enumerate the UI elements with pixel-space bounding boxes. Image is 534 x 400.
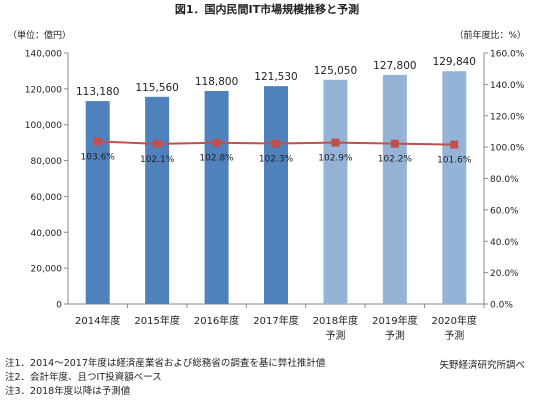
growth-rate-marker <box>153 139 162 148</box>
chart-title: 図1．国内民間IT市場規模推移と予測 <box>175 2 359 16</box>
y-right-tick-label: 60.0% <box>490 206 519 216</box>
bar-2 <box>145 96 170 304</box>
bar-value-label: 118,800 <box>195 76 238 88</box>
x-tick-label: 2018年度 <box>313 314 358 327</box>
growth-rate-label: 101.6% <box>437 156 472 166</box>
y-axis-right-label: （前年度比：%） <box>454 29 526 41</box>
bar-value-label: 115,560 <box>135 82 178 94</box>
bar-value-label: 125,050 <box>314 65 357 77</box>
y-right-tick-label: 80.0% <box>490 175 519 185</box>
growth-rate-label: 102.3% <box>259 155 294 165</box>
y-right-tick-label: 140.0% <box>490 81 525 91</box>
y-left-tick-label: 60,000 <box>31 193 63 203</box>
x-tick-label: 2016年度 <box>194 314 239 327</box>
y-left-tick-label: 20,000 <box>31 265 63 275</box>
bar-value-label: 113,180 <box>76 86 119 98</box>
note-1: 注1．2014～2017年度は経済産業省および総務省の調査を基に弊社推計値 <box>5 358 326 369</box>
y-left-tick-label: 40,000 <box>31 229 63 239</box>
growth-rate-marker <box>390 139 399 148</box>
x-tick-sublabel: 予測 <box>385 329 405 342</box>
x-tick-label: 2019年度 <box>372 314 417 327</box>
growth-rate-label: 102.8% <box>199 154 234 164</box>
chart: 図1．国内民間IT市場規模推移と予測 （単位：億円） （前年度比：%） 0 20,… <box>8 2 526 343</box>
x-tick-label: 2015年度 <box>134 314 179 327</box>
growth-rate-marker <box>331 138 340 147</box>
note-2: 注2．会計年度、且つIT投資額ベース <box>5 372 162 383</box>
notes: 注1．2014～2017年度は経済産業省および総務省の調査を基に弊社推計値 注2… <box>5 357 529 399</box>
growth-rate-label: 103.6% <box>81 152 116 162</box>
note-3: 注3．2018年度以降は予測値 <box>5 386 131 397</box>
growth-rate-label: 102.9% <box>318 154 353 164</box>
y-left-tick-label: 100,000 <box>25 121 62 131</box>
growth-rate-marker <box>272 139 280 148</box>
x-tick-sublabel: 予測 <box>444 329 464 342</box>
growth-rate-label: 102.2% <box>378 155 413 165</box>
y-right-tick-label: 120.0% <box>490 112 525 122</box>
y-right-tick-label: 0.0% <box>490 301 513 311</box>
growth-rate-label: 102.1% <box>140 155 175 165</box>
y-right-tick-label: 100.0% <box>490 144 525 154</box>
bar-value-label: 127,800 <box>373 60 416 72</box>
source-credit: 矢野経済研究所調べ <box>439 360 525 371</box>
y-right-tick-label: 160.0% <box>490 50 525 60</box>
x-tick-label: 2020年度 <box>432 314 477 327</box>
growth-rate-marker <box>93 137 102 146</box>
bar-value-label: 121,530 <box>254 71 297 83</box>
x-tick-label: 2014年度 <box>75 314 120 327</box>
y-left-tick-label: 0 <box>56 301 62 311</box>
bar-value-label: 129,840 <box>433 56 476 68</box>
bar-7 <box>442 71 467 305</box>
bar-5 <box>323 79 348 304</box>
bar-4 <box>264 86 288 304</box>
y-left-tick-label: 80,000 <box>31 157 63 167</box>
x-tick-label: 2017年度 <box>253 314 298 327</box>
bar-6 <box>382 74 407 304</box>
y-axis-left-label: （単位：億円） <box>8 29 71 41</box>
y-right-tick-label: 20.0% <box>490 269 519 279</box>
y-right-tick-label: 40.0% <box>490 238 519 248</box>
y-left-tick-label: 140,000 <box>25 50 62 60</box>
plot-area: 0 20,000 40,000 60,000 80,000 100,000 120,000 1… <box>25 50 525 343</box>
bar-1 <box>85 101 110 304</box>
growth-rate-marker <box>450 140 459 149</box>
x-tick-sublabel: 予測 <box>325 329 345 342</box>
growth-rate-marker <box>212 138 221 147</box>
bar-3 <box>204 91 229 304</box>
y-left-tick-label: 120,000 <box>25 85 62 95</box>
